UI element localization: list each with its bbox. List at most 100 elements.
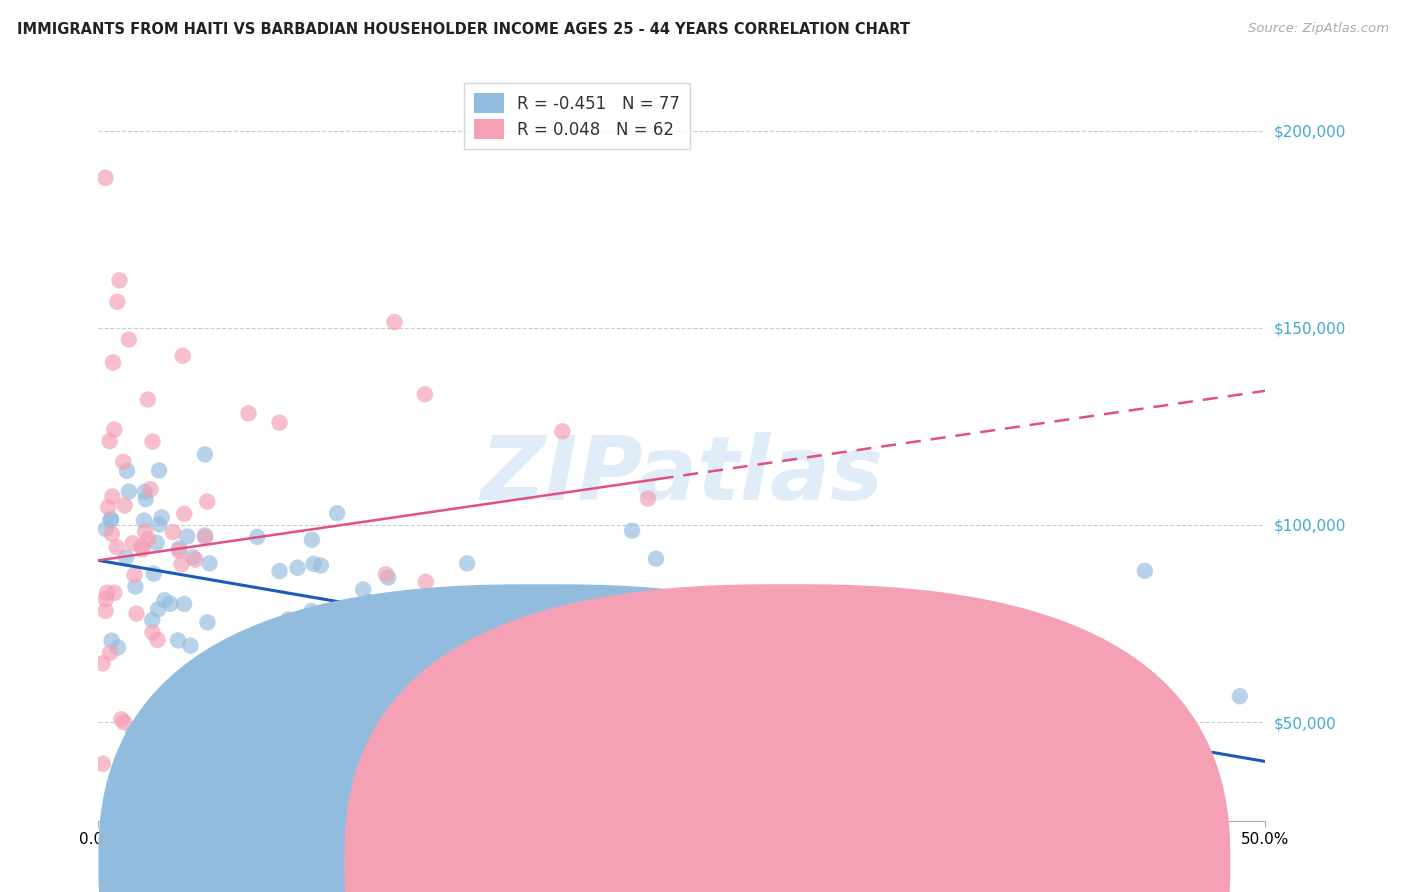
Point: [103, 423, 125, 437]
Point: [141, 613, 163, 627]
Text: IMMIGRANTS FROM HAITI VS BARBADIAN HOUSEHOLDER INCOME AGES 25 - 44 YEARS CORRELA: IMMIGRANTS FROM HAITI VS BARBADIAN HOUSE…: [17, 22, 910, 37]
Point: [456, 557, 478, 571]
Point: [246, 530, 269, 544]
Point: [148, 517, 170, 532]
Point: [686, 667, 709, 681]
Point: [301, 604, 323, 618]
Point: [309, 699, 332, 714]
Point: [269, 416, 291, 430]
Point: [520, 640, 543, 655]
Point: [180, 749, 202, 764]
Point: [176, 529, 198, 543]
Point: [546, 739, 568, 754]
Point: [101, 490, 124, 504]
Point: [775, 653, 797, 667]
Text: ZIPatlas: ZIPatlas: [481, 433, 883, 519]
Point: [1180, 756, 1202, 770]
Point: [118, 484, 141, 499]
Point: [101, 355, 124, 369]
Point: [96, 586, 118, 600]
Point: [145, 710, 167, 724]
Point: [352, 582, 374, 597]
Point: [94, 592, 117, 607]
Point: [287, 560, 309, 574]
Point: [269, 564, 291, 578]
Point: [637, 491, 659, 506]
Point: [515, 618, 537, 632]
Point: [357, 595, 380, 609]
Point: [122, 725, 145, 739]
Point: [105, 294, 128, 309]
Point: [114, 499, 136, 513]
Point: [118, 333, 141, 347]
Point: [1014, 611, 1036, 625]
Point: [141, 434, 163, 449]
Point: [97, 500, 120, 515]
Point: [101, 527, 124, 541]
Point: [98, 646, 121, 660]
Point: [112, 715, 135, 730]
Point: [142, 566, 165, 581]
Point: [94, 522, 117, 536]
Point: [94, 604, 117, 618]
Point: [304, 649, 326, 664]
Text: Barbadians: Barbadians: [801, 855, 887, 870]
Point: [931, 778, 953, 792]
Point: [621, 524, 644, 538]
Point: [125, 607, 148, 621]
Point: [340, 652, 363, 666]
Point: [413, 387, 436, 401]
Point: [128, 727, 150, 741]
Point: [496, 667, 519, 681]
Point: [277, 612, 299, 626]
Point: [100, 513, 122, 527]
Point: [194, 530, 217, 544]
Point: [107, 640, 129, 655]
Point: [172, 678, 194, 692]
Point: [152, 698, 174, 712]
Point: [1133, 564, 1156, 578]
Point: [131, 542, 153, 557]
Legend: R = -0.451   N = 77, R = 0.048   N = 62: R = -0.451 N = 77, R = 0.048 N = 62: [464, 84, 690, 149]
Point: [103, 586, 125, 600]
Point: [309, 558, 332, 573]
Point: [399, 679, 422, 693]
Point: [167, 544, 190, 558]
Point: [198, 695, 221, 709]
Point: [311, 638, 333, 652]
Point: [162, 525, 184, 540]
Point: [366, 600, 388, 615]
Point: [851, 614, 873, 628]
Point: [111, 774, 134, 789]
Point: [1184, 794, 1206, 808]
Point: [645, 551, 668, 566]
Point: [302, 557, 325, 571]
Point: [179, 639, 201, 653]
Point: [375, 567, 398, 582]
Point: [136, 532, 159, 546]
Point: [100, 512, 122, 526]
Point: [148, 463, 170, 477]
Point: [121, 536, 143, 550]
Point: [170, 557, 193, 571]
Point: [173, 597, 195, 611]
Point: [172, 349, 194, 363]
Point: [100, 633, 122, 648]
Point: [112, 455, 135, 469]
Point: [1008, 773, 1031, 788]
Point: [415, 574, 437, 589]
Point: [384, 315, 406, 329]
Point: [371, 633, 394, 648]
Point: [94, 170, 117, 185]
Point: [141, 625, 163, 640]
Point: [849, 723, 872, 738]
Point: [105, 541, 128, 555]
Point: [145, 536, 167, 550]
Point: [115, 464, 138, 478]
Point: [173, 507, 195, 521]
Point: [326, 506, 349, 520]
Point: [132, 514, 155, 528]
Point: [139, 482, 162, 496]
Point: [150, 510, 173, 524]
Text: Immigrants from Haiti: Immigrants from Haiti: [576, 855, 745, 870]
